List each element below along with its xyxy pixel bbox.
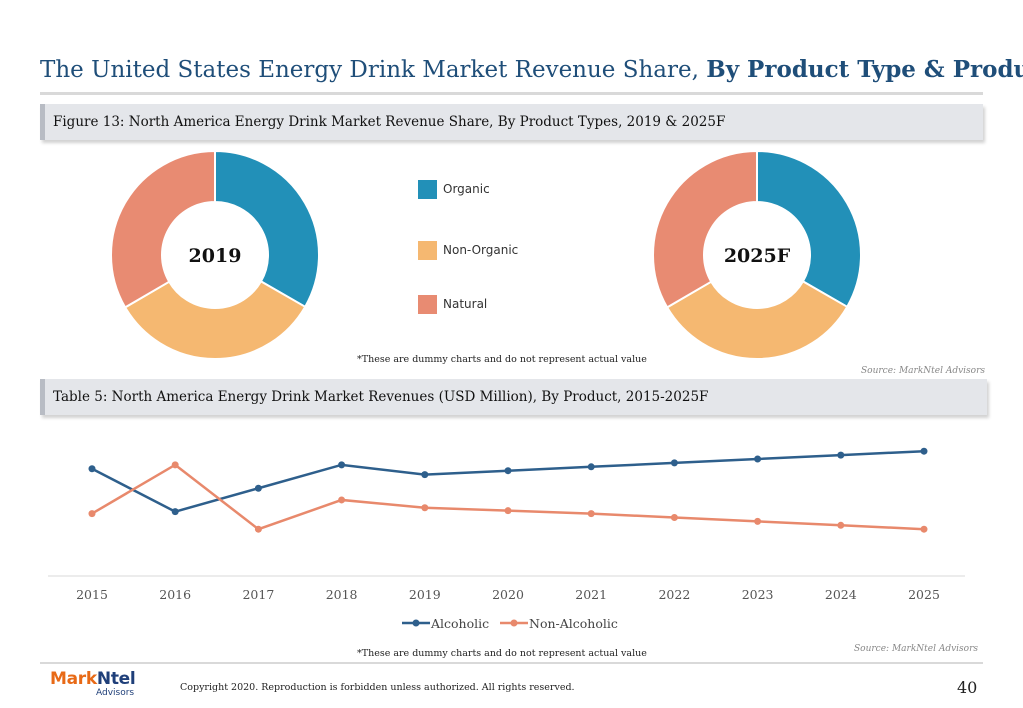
donut-center-label: 2019	[189, 245, 242, 267]
donut-slice-natural	[110, 150, 216, 309]
legend-swatch-natural	[418, 295, 437, 314]
x-tick-label: 2015	[76, 587, 108, 602]
data-point-alcoholic	[421, 471, 429, 479]
x-tick-label: 2018	[326, 587, 358, 602]
copyright-text: Copyright 2020. Reproduction is forbidde…	[180, 682, 575, 693]
legend-label-organic: Organic	[443, 182, 490, 196]
title-bold: By Product Type & Product	[706, 56, 1023, 83]
data-point-alcoholic	[338, 461, 346, 469]
x-tick-label: 2020	[492, 587, 524, 602]
table-5-caption: Table 5: North America Energy Drink Mark…	[40, 379, 987, 415]
line-chart-revenues: 2015 2016 2017 2018 2019 2020 2021 2022 2023 2024…	[48, 447, 965, 631]
data-point-alcoholic	[920, 447, 928, 455]
figure-13-note: *These are dummy charts and do not repre…	[357, 354, 647, 365]
legend-label: Non-Alcoholic	[529, 616, 618, 631]
data-point-non-alcoholic	[254, 525, 262, 533]
x-tick-label: 2023	[742, 587, 774, 602]
donut-chart-2019: 2019	[110, 150, 320, 360]
data-point-alcoholic	[504, 467, 512, 475]
data-point-non-alcoholic	[504, 507, 512, 515]
data-point-non-alcoholic	[338, 496, 346, 504]
figure-13-caption: Figure 13: North America Energy Drink Ma…	[40, 104, 983, 140]
donut-slice-natural	[652, 150, 758, 309]
data-point-non-alcoholic	[587, 510, 595, 518]
data-point-alcoholic	[171, 508, 179, 516]
data-point-non-alcoholic	[88, 510, 96, 518]
page-title: The United States Energy Drink Market Re…	[40, 56, 1023, 83]
x-tick-label: 2017	[242, 587, 274, 602]
page-number: 40	[957, 678, 978, 697]
table-5-note: *These are dummy charts and do not repre…	[357, 648, 647, 659]
data-point-non-alcoholic	[837, 521, 845, 529]
data-point-alcoholic	[88, 465, 96, 473]
legend-label: Alcoholic	[430, 616, 489, 631]
legend-label-non-organic: Non-Organic	[443, 243, 519, 257]
donut-center-label: 2025F	[724, 245, 791, 267]
figure-13-source: Source: MarkNtel Advisors	[861, 366, 986, 376]
donut-slice-non-organic	[123, 280, 307, 360]
legend-marker	[510, 619, 518, 627]
data-point-alcoholic	[754, 455, 762, 463]
series-line-alcoholic	[91, 449, 925, 513]
donut-slice-non-organic	[665, 280, 849, 360]
x-tick-label: 2022	[658, 587, 690, 602]
data-point-non-alcoholic	[421, 504, 429, 512]
series-line-non-alcoholic	[91, 463, 925, 531]
x-tick-label: 2021	[575, 587, 607, 602]
legend-label-natural: Natural	[443, 297, 488, 311]
table-5-source: Source: MarkNtel Advisors	[854, 644, 979, 654]
data-point-alcoholic	[587, 463, 595, 471]
legend-swatch-non-organic	[418, 241, 437, 260]
x-tick-label: 2016	[159, 587, 191, 602]
marknel-logo: MarkNtel Advisors	[50, 669, 136, 699]
legend-swatch-organic	[418, 180, 437, 199]
footer-divider	[40, 662, 983, 664]
data-point-non-alcoholic	[920, 525, 928, 533]
data-point-alcoholic	[670, 459, 678, 467]
donut-slice-organic	[756, 150, 862, 309]
x-tick-label: 2019	[409, 587, 441, 602]
data-point-non-alcoholic	[670, 514, 678, 521]
donut-slice-organic	[214, 150, 320, 309]
title-divider	[40, 92, 983, 95]
data-point-non-alcoholic	[171, 461, 179, 469]
donut-chart-2025: 2025F	[652, 150, 862, 360]
data-point-alcoholic	[254, 484, 262, 492]
x-tick-label: 2024	[825, 587, 857, 602]
legend-marker	[412, 619, 420, 627]
data-point-alcoholic	[837, 451, 845, 459]
title-regular: The United States Energy Drink Market Re…	[40, 57, 699, 83]
x-tick-label: 2025	[908, 587, 940, 602]
data-point-non-alcoholic	[754, 517, 762, 525]
